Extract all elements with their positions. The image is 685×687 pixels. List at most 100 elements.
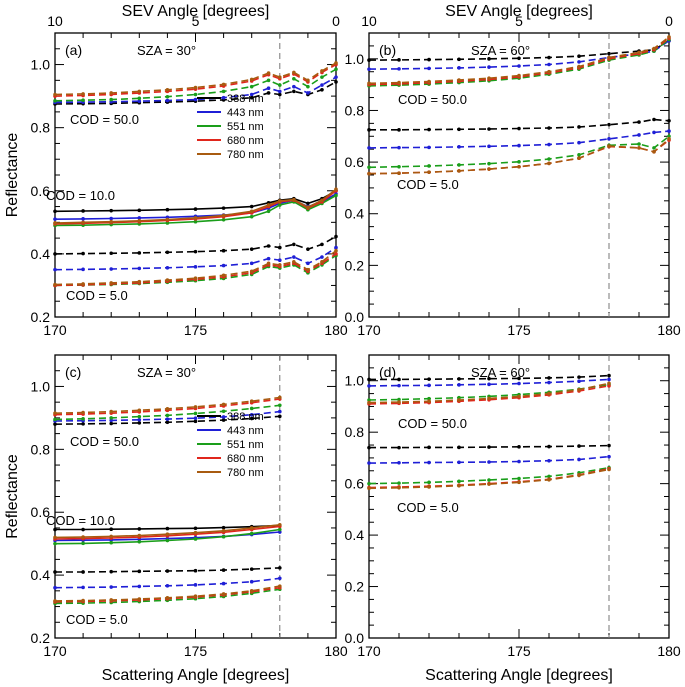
data-point bbox=[367, 165, 371, 170]
data-point bbox=[334, 67, 338, 72]
data-point bbox=[137, 208, 142, 213]
data-point bbox=[547, 126, 551, 130]
data-point bbox=[427, 127, 431, 132]
series-line bbox=[54, 76, 337, 104]
data-point bbox=[165, 94, 170, 99]
data-point bbox=[266, 71, 271, 75]
data-point bbox=[193, 219, 198, 224]
data-point bbox=[517, 126, 521, 131]
data-point bbox=[517, 143, 521, 148]
data-point bbox=[547, 62, 551, 67]
data-point bbox=[193, 85, 198, 90]
data-point bbox=[278, 584, 282, 588]
data-point bbox=[517, 164, 521, 169]
legend-entry: 680 nm bbox=[227, 453, 264, 465]
data-point bbox=[278, 89, 282, 94]
data-point bbox=[457, 57, 461, 62]
series-line bbox=[368, 468, 610, 490]
cod-annotation: COD = 5.0 bbox=[66, 288, 128, 303]
data-point bbox=[457, 445, 461, 450]
series-line bbox=[54, 250, 337, 286]
series-line bbox=[368, 130, 670, 149]
series-line bbox=[54, 188, 337, 224]
data-point bbox=[81, 251, 85, 256]
data-point bbox=[577, 60, 581, 64]
data-point bbox=[137, 414, 142, 419]
data-point bbox=[137, 533, 142, 538]
data-point bbox=[577, 140, 581, 145]
data-point bbox=[278, 245, 282, 250]
series-line bbox=[54, 194, 337, 227]
data-point bbox=[165, 217, 170, 222]
data-point bbox=[306, 267, 310, 272]
data-point bbox=[577, 64, 581, 69]
data-point bbox=[547, 477, 551, 482]
panel-a: 170 175 180 0.2 0.4 0.6 0.8 1.0 10 5 0 SEV Angle [d… bbox=[4, 3, 348, 338]
data-point bbox=[547, 391, 551, 396]
data-point bbox=[457, 163, 461, 167]
data-point bbox=[137, 251, 142, 255]
panel-label: (b) bbox=[379, 42, 396, 58]
data-point bbox=[487, 382, 491, 387]
data-point bbox=[278, 203, 282, 207]
data-point bbox=[278, 258, 282, 263]
data-point bbox=[517, 381, 521, 386]
data-point bbox=[193, 568, 198, 573]
y-tick-label: 0.2 bbox=[345, 579, 365, 595]
data-point bbox=[221, 263, 226, 268]
data-point bbox=[266, 261, 271, 266]
data-point bbox=[221, 89, 226, 94]
data-point bbox=[81, 570, 85, 574]
data-point bbox=[487, 127, 491, 131]
data-point bbox=[278, 263, 282, 267]
data-point bbox=[427, 57, 431, 62]
data-point bbox=[53, 535, 57, 540]
data-point bbox=[81, 217, 85, 221]
data-point bbox=[397, 171, 401, 175]
data-point bbox=[109, 598, 113, 602]
data-point bbox=[427, 66, 431, 71]
data-point bbox=[193, 416, 198, 421]
data-point bbox=[137, 569, 142, 574]
data-point bbox=[193, 92, 198, 97]
data-point bbox=[487, 161, 491, 166]
data-point bbox=[109, 208, 113, 213]
data-point bbox=[367, 384, 371, 388]
data-point bbox=[221, 409, 226, 414]
data-point bbox=[427, 485, 431, 489]
series-line bbox=[54, 253, 337, 287]
data-point bbox=[249, 84, 254, 89]
data-point bbox=[165, 569, 170, 573]
data-point bbox=[577, 379, 581, 384]
top-tick-label: 5 bbox=[515, 13, 523, 29]
data-point bbox=[577, 153, 581, 157]
data-point bbox=[193, 419, 198, 424]
data-point bbox=[457, 383, 461, 387]
data-point bbox=[667, 129, 671, 133]
data-point bbox=[278, 395, 282, 400]
data-point bbox=[397, 164, 401, 169]
legend-entry: 780 nm bbox=[227, 149, 264, 161]
data-point bbox=[193, 526, 198, 531]
cod-annotation: COD = 5.0 bbox=[397, 500, 459, 515]
series-line bbox=[368, 378, 610, 387]
cod-annotation: COD = 10.0 bbox=[46, 513, 115, 528]
data-point bbox=[334, 75, 338, 79]
data-point bbox=[81, 282, 85, 286]
data-point bbox=[193, 537, 198, 541]
data-point bbox=[137, 99, 142, 103]
data-point bbox=[427, 399, 431, 404]
data-point bbox=[637, 142, 641, 146]
cod-annotation: COD = 50.0 bbox=[70, 112, 139, 127]
data-point bbox=[278, 403, 282, 408]
data-point bbox=[249, 416, 254, 421]
data-point bbox=[320, 88, 324, 92]
y-tick-label: 0.8 bbox=[31, 120, 51, 136]
data-point bbox=[109, 418, 113, 423]
data-point bbox=[221, 418, 226, 422]
data-point bbox=[397, 128, 401, 132]
data-point bbox=[517, 394, 521, 399]
x-tick-label: 175 bbox=[184, 322, 208, 338]
data-point bbox=[165, 584, 170, 588]
data-point bbox=[427, 460, 431, 465]
